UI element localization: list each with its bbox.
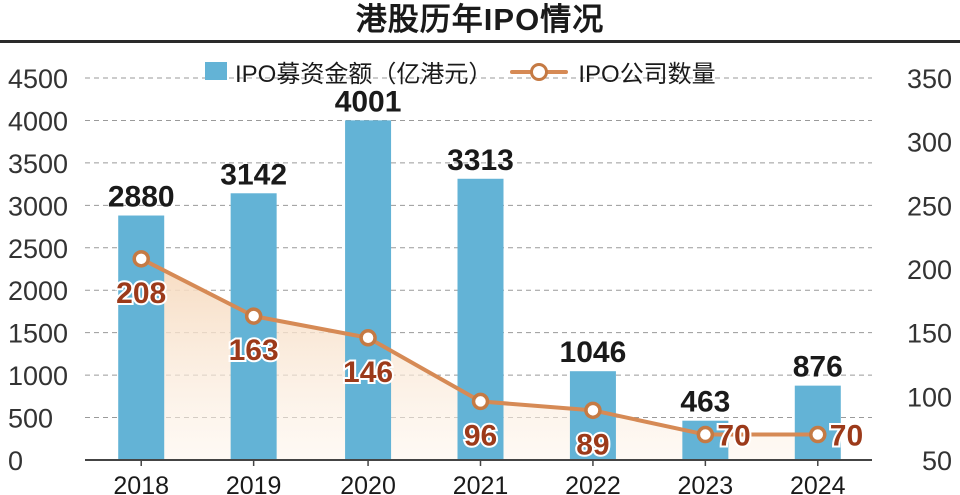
bar-2020 [345, 120, 392, 460]
title-divider [0, 40, 960, 43]
count-point-2024 [809, 425, 827, 444]
count-point-2023 [696, 425, 715, 444]
x-axis-tick-label: 2024 [790, 472, 846, 495]
right-axis-tick-label: 350 [907, 64, 952, 94]
x-axis-tick-label: 2018 [113, 472, 169, 495]
bar-value-label: 1046 [560, 336, 627, 369]
count-value-label: 208 [116, 277, 166, 310]
right-axis-tick-label: 250 [907, 191, 952, 221]
bar-2024 [794, 385, 841, 460]
x-axis-tick-label: 2023 [678, 472, 734, 495]
bar-value-label: 3313 [447, 144, 514, 177]
left-axis-tick-label: 2500 [8, 234, 68, 264]
left-axis-tick-label: 500 [8, 404, 53, 434]
left-axis-tick-label: 4000 [8, 106, 68, 136]
bar-value-label: 4001 [335, 85, 402, 118]
legend-bar-swatch [205, 62, 227, 80]
count-point-2020 [359, 329, 377, 347]
chart-legend: IPO募资金额（亿港元） IPO公司数量 [205, 54, 716, 89]
bar-value-label: 463 [680, 386, 730, 419]
chart-title: 港股历年IPO情况 [355, 2, 605, 37]
x-axis-tick-label: 2020 [340, 472, 396, 495]
bar-value-label: 876 [793, 351, 843, 384]
right-axis-tick-label: 300 [907, 128, 952, 158]
left-axis-tick-label: 4500 [8, 64, 68, 94]
bar-value-label: 2880 [108, 181, 175, 214]
legend-label-count: IPO公司数量 [578, 60, 716, 88]
bar-2019 [230, 193, 277, 460]
count-point-2019 [244, 307, 263, 325]
left-axis-tick-label: 0 [8, 446, 23, 476]
count-point-2022 [584, 401, 602, 420]
bar-value-label: 3142 [220, 158, 287, 191]
left-axis-tick-label: 1500 [8, 319, 68, 349]
count-value-label: 96 [464, 419, 497, 452]
right-axis-tick-label: 50 [922, 446, 952, 476]
left-axis-tick-label: 2000 [8, 276, 68, 306]
count-value-label: 70 [717, 420, 750, 453]
count-value-label: 89 [576, 428, 609, 461]
legend-line-swatch [510, 62, 569, 81]
bar-2021 [457, 178, 504, 460]
legend-item-count: IPO公司数量 [492, 54, 716, 89]
count-value-label: 163 [229, 334, 279, 367]
count-point-2021 [471, 392, 490, 411]
x-axis-tick-label: 2022 [565, 472, 621, 495]
count-value-label: 70 [830, 420, 863, 453]
left-axis-tick-label: 3000 [8, 191, 68, 221]
legend-item-funds: IPO募资金额（亿港元） [205, 54, 492, 89]
right-axis-tick-label: 200 [907, 255, 952, 285]
left-axis-tick-label: 1000 [8, 361, 68, 391]
right-axis-tick-label: 150 [907, 319, 952, 349]
line-area-fill [141, 258, 818, 460]
right-axis-tick-label: 100 [907, 382, 952, 412]
count-point-2018 [132, 250, 150, 268]
left-axis-tick-label: 3500 [8, 149, 68, 179]
x-axis-tick-label: 2021 [453, 472, 509, 495]
count-value-label: 146 [343, 356, 393, 389]
x-axis-tick-label: 2019 [226, 472, 282, 495]
legend-label-funds: IPO募资金额（亿港元） [235, 60, 493, 88]
